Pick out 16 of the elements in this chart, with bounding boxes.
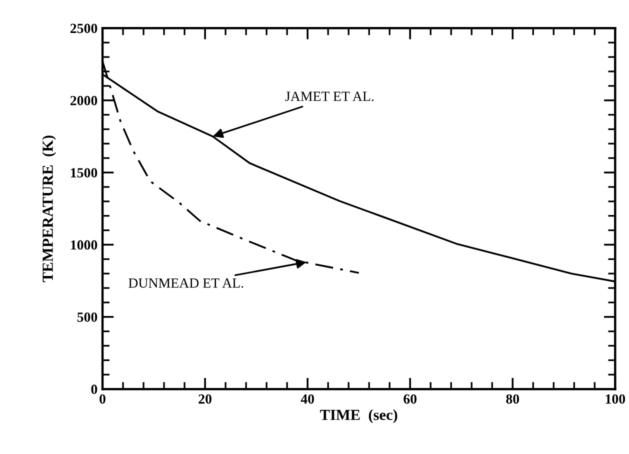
x-tick-label: 40 [300,394,314,404]
y-tick-label: 500 [77,312,98,322]
y-tick-label: 2500 [70,24,98,34]
x-tick-label: 0 [100,394,106,404]
x-tick-label: 80 [506,394,520,404]
y-tick-label: 1500 [71,168,98,178]
y-axis-title: TEMPERATURE (K) [42,136,56,282]
y-tick-label: 0 [91,384,98,394]
y-tick-label: 2000 [70,96,98,106]
x-tick-label: 60 [404,394,417,404]
annotation: DUNMEAD ET AL. [128,278,244,288]
x-axis-title: TIME (sec) [320,409,398,424]
annotation: JAMET ET AL. [285,92,374,102]
y-tick-label: 1000 [71,240,98,250]
x-tick-label: 100 [606,394,626,404]
x-tick-label: 20 [198,394,212,404]
